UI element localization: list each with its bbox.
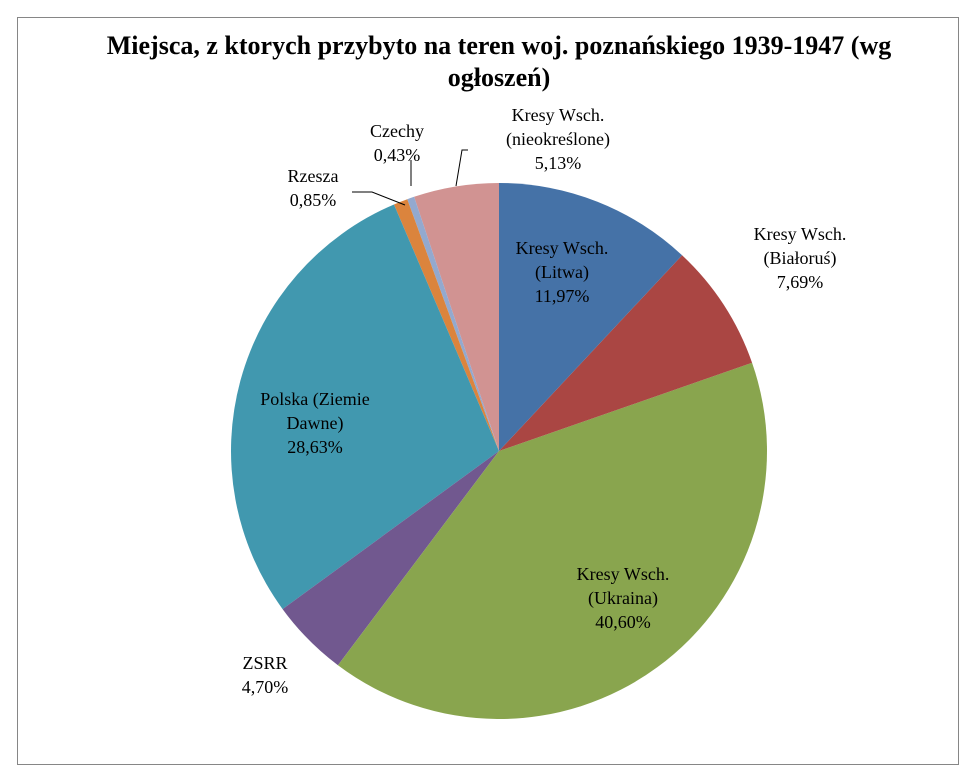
pie-slice	[393, 199, 499, 451]
slice-label: Rzesza 0,85%	[273, 164, 353, 212]
value-label: 0,43%	[373, 145, 421, 165]
slice-label: Polska (Ziemie Dawne) 28,63%	[240, 387, 390, 459]
category-label: Kresy Wsch. (Białoruś)	[753, 224, 847, 268]
value-label: 7,69%	[776, 272, 824, 292]
pie-slice	[499, 183, 683, 451]
pie-slice	[231, 204, 499, 610]
value-label: 4,70%	[241, 677, 289, 697]
pie-slice	[282, 451, 499, 666]
value-label: 11,97%	[534, 286, 590, 306]
category-label: Kresy Wsch. (Ukraina)	[576, 564, 670, 608]
slice-label: Kresy Wsch. (Białoruś) 7,69%	[745, 222, 855, 294]
category-label: ZSRR	[242, 653, 288, 673]
value-label: 0,85%	[289, 190, 337, 210]
category-label: Rzesza	[287, 166, 339, 186]
category-label: Polska (Ziemie Dawne)	[260, 389, 370, 433]
pie-slice	[407, 196, 499, 451]
category-label: Kresy Wsch. (Litwa)	[515, 238, 609, 282]
leader-line	[455, 149, 468, 187]
pie-slice	[499, 255, 753, 451]
pie-slice	[337, 362, 767, 719]
value-label: 40,60%	[595, 612, 651, 632]
chart-frame	[17, 17, 959, 765]
slice-label: Czechy 0,43%	[357, 119, 437, 167]
category-label: Kresy Wsch. (nieokreślone)	[506, 105, 610, 149]
slice-label: Kresy Wsch. (nieokreślone) 5,13%	[483, 103, 633, 175]
slice-label: Kresy Wsch. (Ukraina) 40,60%	[568, 562, 678, 634]
pie-slice	[414, 183, 499, 451]
value-label: 5,13%	[534, 153, 582, 173]
slice-label: Kresy Wsch. (Litwa) 11,97%	[507, 236, 617, 308]
slice-label: ZSRR 4,70%	[225, 651, 305, 699]
category-label: Czechy	[370, 121, 424, 141]
leader-line	[352, 191, 406, 206]
value-label: 28,63%	[287, 437, 343, 457]
chart-title: Miejsca, z ktorych przybyto na teren woj…	[106, 31, 892, 92]
